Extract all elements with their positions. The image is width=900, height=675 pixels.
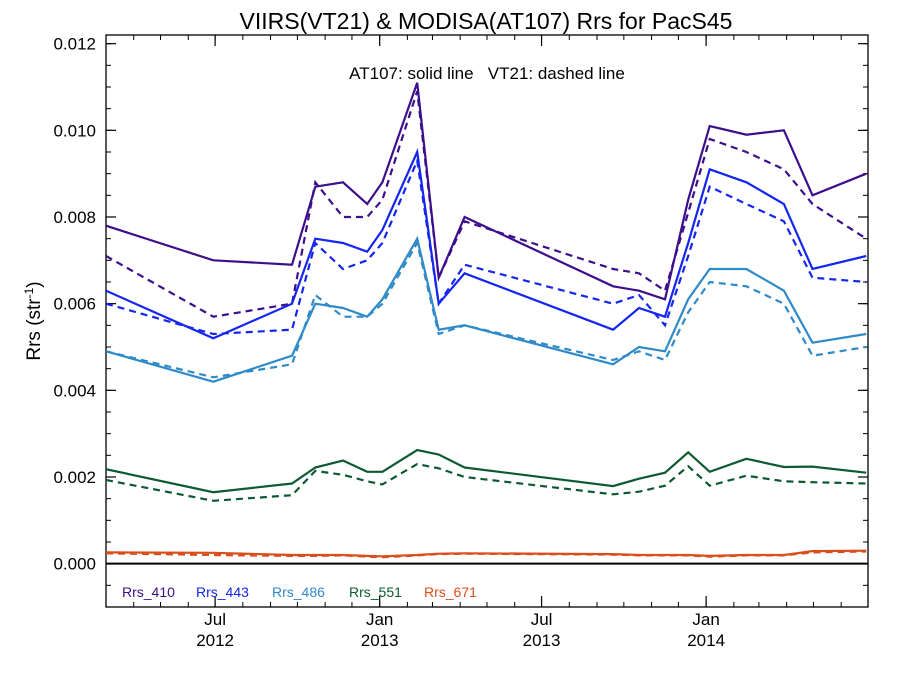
- y-tick-label: 0.004: [53, 381, 96, 400]
- x-tick-label-month: Jan: [366, 610, 393, 629]
- series-layer: [106, 82, 867, 559]
- y-axis-label-close: ): [24, 281, 45, 287]
- y-axis-label: Rrs (str-1): [22, 281, 45, 360]
- series-rrs-410-solid-line: [106, 82, 867, 301]
- series-rrs-443-solid-line: [106, 148, 867, 340]
- axis-ticks: 0.000 0.002 0.004 0.006 0.008 0.010 0.012 Jul 20…: [53, 35, 868, 650]
- legend-entry: Rrs_410: [122, 584, 175, 600]
- series-rrs-486-solid-line: [106, 235, 867, 383]
- x-tick-label-month: Jul: [204, 610, 226, 629]
- chart-title: VIIRS(VT21) & MODISA(AT107) Rrs for PacS…: [240, 8, 733, 34]
- legend-entry: Rrs_551: [349, 584, 402, 600]
- y-tick-label: 0.010: [53, 121, 96, 140]
- y-tick-label: 0.012: [53, 35, 96, 54]
- line-style-annotation: AT107: solid line VT21: dashed line: [349, 64, 625, 83]
- legend: Rrs_410 Rrs_443 Rrs_486 Rrs_551 Rrs_671: [122, 584, 477, 600]
- x-tick-label-month: Jan: [692, 610, 719, 629]
- y-axis-label-main: Rrs (str: [24, 298, 45, 361]
- y-tick-label: 0.002: [53, 468, 96, 487]
- y-tick-label: 0.006: [53, 295, 96, 314]
- series-rrs-671-solid-line: [106, 549, 867, 558]
- series-rrs-443-dashed-line: [106, 156, 867, 336]
- x-tick-label-year: 2014: [687, 631, 725, 650]
- legend-entry: Rrs_671: [424, 584, 477, 600]
- x-tick-label-year: 2013: [361, 631, 399, 650]
- y-tick-label: 0.008: [53, 208, 96, 227]
- y-axis-label-sup: -1: [22, 287, 36, 298]
- series-rrs-551-solid-line: [106, 448, 867, 494]
- legend-entry: Rrs_443: [196, 584, 249, 600]
- legend-entry: Rrs_486: [272, 584, 325, 600]
- y-tick-label: 0.000: [53, 555, 96, 574]
- x-tick-label-month: Jul: [531, 610, 553, 629]
- series-rrs-410-dashed-line: [106, 90, 867, 318]
- plot-frame: [105, 34, 869, 608]
- series-rrs-551-dashed-line: [106, 462, 867, 502]
- series-rrs-486-dashed-line: [106, 240, 867, 379]
- x-tick-label-year: 2012: [196, 631, 234, 650]
- x-tick-label-year: 2013: [523, 631, 561, 650]
